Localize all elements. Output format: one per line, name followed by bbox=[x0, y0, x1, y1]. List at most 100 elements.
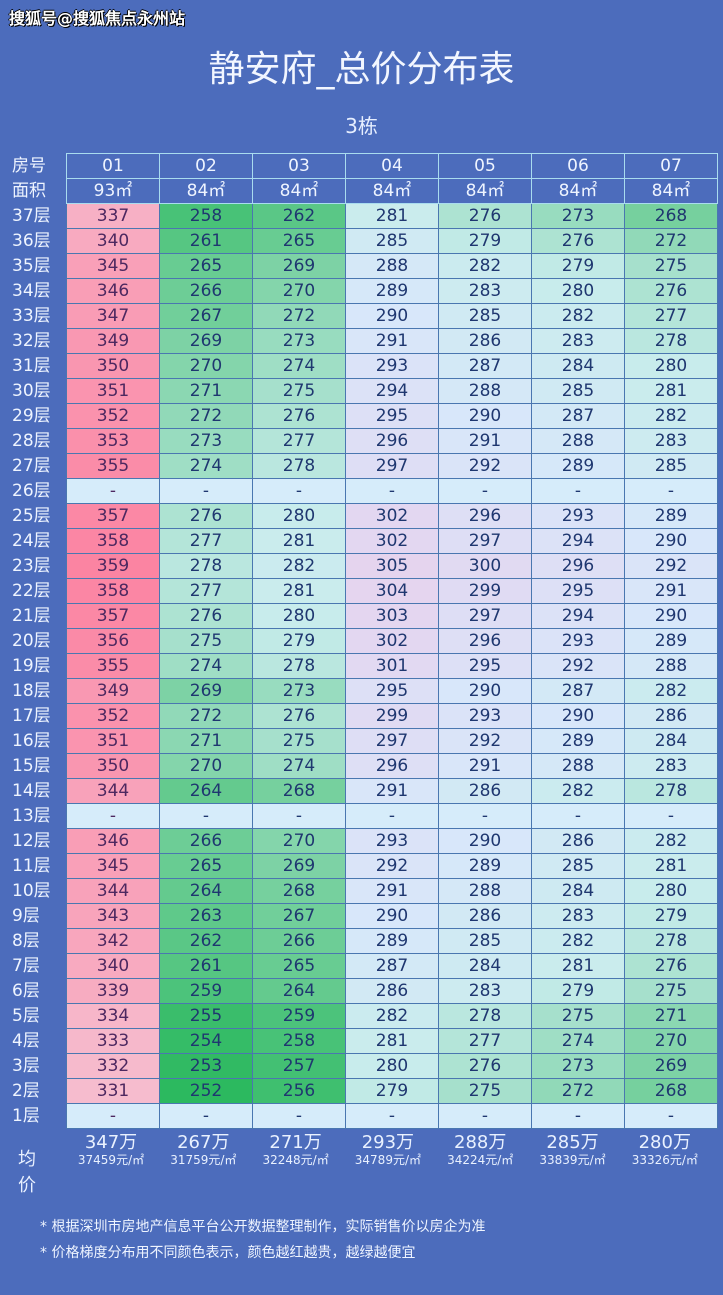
price-cell: 283 bbox=[531, 328, 625, 354]
price-cell: 284 bbox=[531, 353, 625, 379]
average-unit-price: 37459元/㎡ bbox=[77, 1153, 145, 1167]
floor-label: 3层 bbox=[12, 1056, 40, 1076]
price-cell: 284 bbox=[531, 878, 625, 904]
average-total: 271万 bbox=[269, 1132, 322, 1153]
price-cell: 276 bbox=[252, 703, 346, 729]
price-cell: - bbox=[438, 1103, 532, 1129]
floor-row: 27层 355 274 278 297 292 289 285 bbox=[10, 453, 718, 479]
price-cell: 252 bbox=[159, 1078, 253, 1104]
price-cell: 290 bbox=[345, 903, 439, 929]
price-cell: 347 bbox=[66, 303, 160, 329]
price-cell: 287 bbox=[531, 403, 625, 429]
price-cell: 292 bbox=[438, 728, 532, 754]
price-cell: 291 bbox=[438, 428, 532, 454]
price-cell: 349 bbox=[66, 678, 160, 704]
price-cell: 357 bbox=[66, 503, 160, 529]
price-cell: - bbox=[252, 803, 346, 829]
column-header: 01 bbox=[66, 153, 160, 179]
price-cell: 259 bbox=[159, 978, 253, 1004]
floor-label: 7层 bbox=[12, 956, 40, 976]
floor-label: 2层 bbox=[12, 1081, 40, 1101]
price-cell: 277 bbox=[159, 578, 253, 604]
price-cell: 290 bbox=[624, 528, 718, 554]
floor-row: 35层 345 265 269 288 282 279 275 bbox=[10, 253, 718, 279]
price-cell: 285 bbox=[438, 928, 532, 954]
price-cell: - bbox=[438, 803, 532, 829]
floor-label: 8层 bbox=[12, 931, 40, 951]
floor-row: 15层 350 270 274 296 291 288 283 bbox=[10, 753, 718, 779]
price-cell: 349 bbox=[66, 328, 160, 354]
price-cell: 272 bbox=[159, 703, 253, 729]
price-cell: 289 bbox=[624, 503, 718, 529]
price-cell: 290 bbox=[345, 303, 439, 329]
price-cell: 268 bbox=[624, 203, 718, 229]
price-cell: 281 bbox=[531, 953, 625, 979]
floor-row: 5层 334 255 259 282 278 275 271 bbox=[10, 1003, 718, 1029]
price-cell: 276 bbox=[252, 403, 346, 429]
price-cell: 273 bbox=[531, 1053, 625, 1079]
floor-label: 24层 bbox=[12, 531, 51, 551]
price-cell: 296 bbox=[438, 628, 532, 654]
average-unit-price: 34789元/㎡ bbox=[354, 1153, 421, 1167]
floor-label: 10层 bbox=[12, 881, 51, 901]
price-cell: 296 bbox=[345, 753, 439, 779]
floor-label: 22层 bbox=[12, 581, 51, 601]
floor-label: 18层 bbox=[12, 681, 51, 701]
floor-label: 14层 bbox=[12, 781, 51, 801]
floor-row: 19层 355 274 278 301 295 292 288 bbox=[10, 653, 718, 679]
price-cell: 290 bbox=[531, 703, 625, 729]
floor-label: 9层 bbox=[12, 906, 40, 926]
price-cell: 292 bbox=[531, 653, 625, 679]
price-cell: 272 bbox=[252, 303, 346, 329]
floor-label: 1层 bbox=[12, 1106, 40, 1126]
floor-label: 35层 bbox=[12, 256, 51, 276]
price-cell: - bbox=[531, 803, 625, 829]
price-cell: 296 bbox=[531, 553, 625, 579]
average-column: 280万 33326元/㎡ bbox=[619, 1133, 711, 1168]
floor-row: 24层 358 277 281 302 297 294 290 bbox=[10, 528, 718, 554]
price-cell: 286 bbox=[438, 903, 532, 929]
price-cell: 277 bbox=[252, 428, 346, 454]
price-cell: 266 bbox=[159, 278, 253, 304]
price-cell: 283 bbox=[438, 978, 532, 1004]
floor-row: 9层 343 263 267 290 286 283 279 bbox=[10, 903, 718, 929]
floor-label: 17层 bbox=[12, 706, 51, 726]
price-cell: 280 bbox=[531, 278, 625, 304]
price-cell: 331 bbox=[66, 1078, 160, 1104]
price-cell: 288 bbox=[531, 428, 625, 454]
price-cell: 269 bbox=[159, 678, 253, 704]
column-header: 03 bbox=[252, 153, 346, 179]
price-cell: 295 bbox=[345, 403, 439, 429]
price-cell: 269 bbox=[159, 328, 253, 354]
price-cell: 291 bbox=[624, 578, 718, 604]
column-header: 07 bbox=[624, 153, 718, 179]
price-cell: 285 bbox=[531, 853, 625, 879]
price-cell: 293 bbox=[531, 628, 625, 654]
average-column: 285万 33839元/㎡ bbox=[527, 1133, 619, 1168]
floor-row: 23层 359 278 282 305 300 296 292 bbox=[10, 553, 718, 579]
average-total: 267万 bbox=[177, 1132, 230, 1153]
price-cell: 344 bbox=[66, 778, 160, 804]
floor-label: 23层 bbox=[12, 556, 51, 576]
header-row: 房号 01 02 03 04 05 06 07 bbox=[10, 153, 718, 179]
price-cell: 352 bbox=[66, 403, 160, 429]
price-cell: 288 bbox=[438, 878, 532, 904]
price-cell: 282 bbox=[252, 553, 346, 579]
price-cell: 265 bbox=[159, 253, 253, 279]
price-cell: 293 bbox=[345, 353, 439, 379]
price-cell: 269 bbox=[252, 253, 346, 279]
price-cell: 277 bbox=[438, 1028, 532, 1054]
price-cell: 276 bbox=[624, 278, 718, 304]
price-cell: 345 bbox=[66, 853, 160, 879]
price-cell: 274 bbox=[531, 1028, 625, 1054]
average-unit-price: 33839元/㎡ bbox=[539, 1153, 606, 1167]
price-cell: 279 bbox=[345, 1078, 439, 1104]
price-cell: 302 bbox=[345, 628, 439, 654]
floor-row: 13层 - - - - - - - bbox=[10, 803, 718, 829]
floor-row: 29层 352 272 276 295 290 287 282 bbox=[10, 403, 718, 429]
price-cell: - bbox=[252, 1103, 346, 1129]
price-cell: 291 bbox=[438, 753, 532, 779]
average-unit-price: 34224元/㎡ bbox=[447, 1153, 514, 1167]
price-cell: - bbox=[438, 478, 532, 504]
floor-label: 16层 bbox=[12, 731, 51, 751]
